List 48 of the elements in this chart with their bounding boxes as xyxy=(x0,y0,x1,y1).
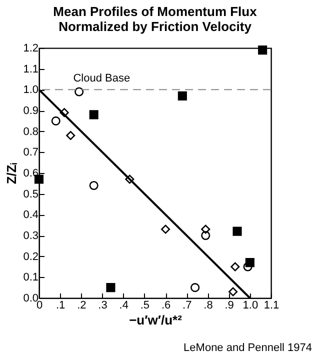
point xyxy=(232,226,242,236)
point xyxy=(106,283,116,292)
point xyxy=(190,283,200,292)
point xyxy=(74,87,84,96)
point xyxy=(51,116,60,126)
point xyxy=(230,262,240,272)
y-tick-label: 0.7 xyxy=(23,146,38,159)
point xyxy=(161,224,170,234)
x-tick-label: 1.0 xyxy=(242,300,258,312)
point xyxy=(201,230,210,240)
x-tick-label: .6 xyxy=(161,300,171,312)
point xyxy=(228,287,238,296)
x-axis-title: −u′w′/u*² xyxy=(129,312,183,328)
y-tick-label: 0.1 xyxy=(23,272,38,284)
point xyxy=(60,108,69,118)
x-tick-label: .2 xyxy=(77,300,86,312)
point xyxy=(66,130,76,140)
y-tick-label: 0.9 xyxy=(23,105,38,117)
x-tick-label: .7 xyxy=(182,300,192,312)
point xyxy=(125,174,134,184)
y-tick-label: 0.8 xyxy=(23,126,38,138)
point xyxy=(201,224,210,234)
x-tick-label: .4 xyxy=(119,300,128,312)
y-tick-label: 0.0 xyxy=(23,292,38,304)
x-tick-label: 0 xyxy=(36,300,43,312)
y-tick-label: 0.3 xyxy=(23,230,38,242)
y-tick-label: 0.4 xyxy=(23,209,38,222)
point xyxy=(89,180,98,190)
ref-line-label: Cloud Base xyxy=(73,72,130,85)
y-tick-label: 1.2 xyxy=(23,42,38,54)
x-tick-label: 1.1 xyxy=(264,300,280,312)
point xyxy=(89,110,98,120)
y-tick-label: 1.1 xyxy=(23,63,38,76)
x-tick-label: .9 xyxy=(224,300,234,312)
point xyxy=(258,46,268,55)
y-tick-label: 1.0 xyxy=(23,84,38,96)
y-axis-title: Z/Zᵢ xyxy=(4,162,20,184)
y-tick-label: 0.5 xyxy=(23,188,38,200)
y-tick-label: 0.2 xyxy=(23,250,38,263)
x-tick-label: .1 xyxy=(56,300,66,312)
x-tick-label: .5 xyxy=(140,300,150,312)
text: LeMone and Pennell 1974 xyxy=(184,342,312,354)
point xyxy=(243,262,252,272)
point xyxy=(178,91,187,100)
x-tick-label: .3 xyxy=(98,300,108,312)
chart-title: Mean Profiles of Momentum Flux Normalized by Friction Velocity xyxy=(53,4,258,34)
point xyxy=(245,258,254,268)
x-tick-label: .8 xyxy=(204,300,213,312)
